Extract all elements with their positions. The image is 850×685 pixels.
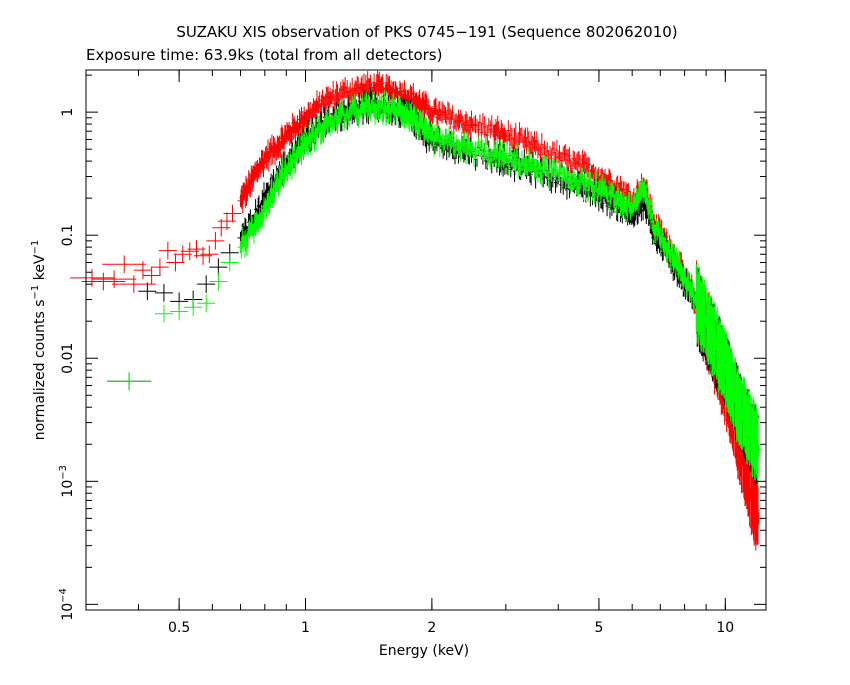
chart-subtitle: Exposure time: 63.9ks (total from all de… — [86, 46, 442, 64]
data-series-2 — [107, 89, 762, 487]
y-tick-label-exp: −3 — [58, 465, 69, 480]
chart-title: SUZAKU XIS observation of PKS 0745−191 (… — [176, 23, 677, 41]
x-tick-label: 0.5 — [168, 620, 190, 636]
y-tick-label-base: 0.1 — [60, 224, 76, 246]
y-tick-label-base: 10 — [60, 480, 76, 498]
y-tick-label-base: 10 — [60, 603, 76, 621]
y-tick-label: 10−4 — [58, 588, 76, 621]
x-tick-label: 10 — [716, 620, 734, 636]
y-axis-label-sup2: −1 — [30, 240, 41, 255]
y-tick-label: 10−3 — [58, 465, 76, 498]
x-axis-label: Energy (keV) — [379, 643, 469, 659]
y-tick-label-base: 0.01 — [60, 343, 76, 374]
x-tick-label: 2 — [427, 620, 436, 636]
x-tick-label: 5 — [594, 620, 603, 636]
y-tick-label: 0.01 — [60, 343, 76, 374]
y-axis-label-sup1: −1 — [30, 285, 41, 300]
y-tick-label: 0.1 — [60, 224, 76, 246]
series-layer — [69, 70, 762, 551]
y-tick-label-base: 1 — [60, 108, 76, 117]
y-axis-label: normalized counts s−1 keV−1 — [30, 240, 48, 441]
x-tick-label: 1 — [301, 620, 310, 636]
y-axis-label-mid: keV — [32, 254, 48, 285]
data-series-0 — [69, 70, 762, 551]
plot-frame — [85, 69, 767, 611]
y-axis-label-main: normalized counts s — [32, 299, 48, 440]
y-tick-label: 1 — [60, 108, 76, 117]
y-tick-label-exp: −4 — [58, 588, 69, 603]
